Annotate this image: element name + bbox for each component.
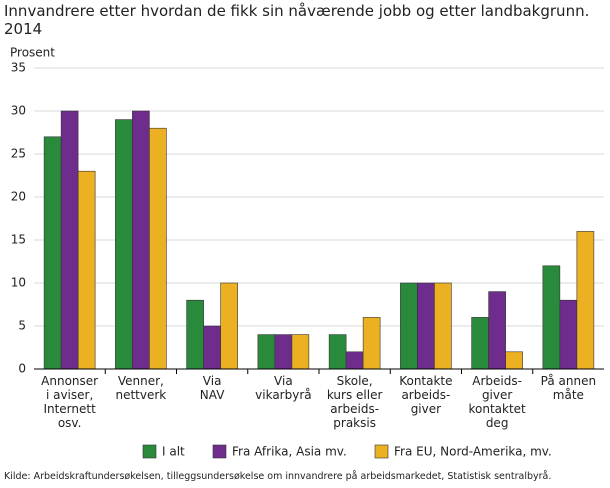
bar xyxy=(115,119,133,370)
bar xyxy=(274,334,293,370)
x-tick-label: Annonser i aviser, Internett osv. xyxy=(41,374,99,430)
x-tick-label: Venner, nettverk xyxy=(115,374,167,402)
bar xyxy=(43,136,62,370)
bar xyxy=(576,231,595,370)
legend-label: Fra Afrika, Asia mv. xyxy=(232,445,347,459)
bar xyxy=(60,110,79,370)
x-tick-label: Via vikarbyrå xyxy=(255,374,312,402)
y-tick-label: 35 xyxy=(11,61,26,75)
bar xyxy=(559,299,578,370)
legend-label: I alt xyxy=(162,445,185,459)
bar xyxy=(77,170,96,370)
bar xyxy=(291,334,310,370)
source: Kilde: Arbeidskraftundersøkelsen, tilleg… xyxy=(4,471,552,482)
y-tick-label: 25 xyxy=(11,147,26,161)
bar xyxy=(417,282,435,370)
bar xyxy=(203,325,221,370)
legend-label: Fra EU, Nord-Amerika, mv. xyxy=(394,445,552,459)
bar xyxy=(471,317,489,370)
bar xyxy=(542,265,561,370)
bar xyxy=(132,110,150,370)
legend-swatch xyxy=(212,444,227,459)
bar xyxy=(220,282,238,370)
y-axis-label: Prosent xyxy=(10,46,55,60)
bar xyxy=(345,351,364,370)
x-tick-label: Skole, kurs eller arbeids- praksis xyxy=(326,374,383,430)
legend-swatch xyxy=(142,444,157,459)
y-tick-label: 5 xyxy=(18,319,26,333)
bar xyxy=(505,351,523,370)
bar xyxy=(149,127,167,370)
x-tick-label: Arbeids- giver kontaktet deg xyxy=(468,374,526,430)
bar xyxy=(328,334,347,370)
bar xyxy=(400,282,418,370)
bar xyxy=(257,334,276,370)
bar xyxy=(488,291,506,370)
bar xyxy=(362,317,381,370)
y-tick-label: 10 xyxy=(11,276,26,290)
legend-swatch xyxy=(374,444,389,459)
y-tick-label: 0 xyxy=(18,362,26,376)
y-tick-label: 20 xyxy=(11,190,26,204)
x-tick-label: På annen måte xyxy=(540,374,597,402)
y-tick-label: 15 xyxy=(11,233,26,247)
chart-title: Innvandrere etter hvordan de fikk sin nå… xyxy=(4,2,590,38)
y-tick-label: 30 xyxy=(11,104,26,118)
x-tick-label: Via NAV xyxy=(199,374,225,402)
bar xyxy=(434,282,452,370)
bar xyxy=(186,299,204,370)
x-tick-label: Kontakte arbeids- giver xyxy=(399,374,453,416)
